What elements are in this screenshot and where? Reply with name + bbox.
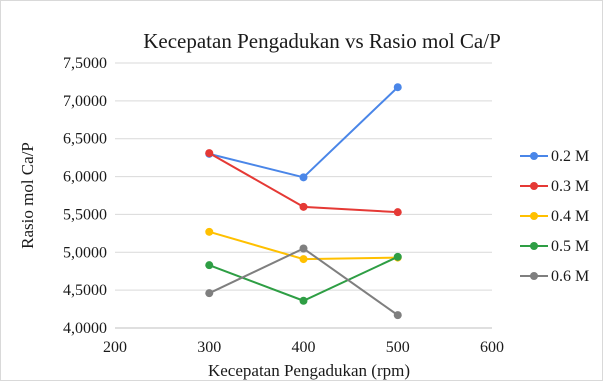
y-tick-label: 4,5000: [63, 282, 107, 299]
data-point: [393, 83, 402, 92]
legend-label: 0.3 M: [551, 178, 589, 195]
x-tick-label: 600: [480, 339, 504, 356]
data-point: [393, 311, 402, 320]
legend-label: 0.2 M: [551, 148, 589, 165]
legend-marker: [530, 242, 538, 250]
legend-marker: [530, 212, 538, 220]
data-point: [205, 261, 214, 270]
y-tick-label: 7,5000: [63, 55, 107, 72]
gridlines: [115, 62, 492, 291]
x-tick-label: 300: [197, 339, 221, 356]
data-point: [205, 149, 214, 158]
data-point: [205, 227, 214, 236]
x-tick-label: 400: [292, 339, 316, 356]
legend-label: 0.5 M: [551, 238, 589, 255]
chart-title: Kecepatan Pengadukan vs Rasio mol Ca/P: [143, 29, 501, 53]
legend-marker: [530, 272, 538, 280]
data-point: [299, 244, 308, 253]
data-point: [393, 208, 402, 217]
data-point: [299, 202, 308, 211]
y-axis-label: Rasio mol Ca/P: [18, 142, 37, 249]
y-tick-label: 5,5000: [63, 206, 107, 223]
data-point: [299, 173, 308, 182]
legend-label: 0.6 M: [551, 268, 589, 285]
y-tick-label: 4,0000: [63, 320, 107, 337]
y-tick-label: 6,5000: [63, 131, 107, 148]
y-axis-ticks: 4,0000 4,5000 5,0000 5,5000 6,0000 6,5000 7,00…: [63, 55, 107, 337]
legend-label: 0.4 M: [551, 208, 589, 225]
x-axis-label: Kecepatan Pengadukan (rpm): [208, 361, 410, 380]
data-point: [205, 289, 214, 298]
data-point: [299, 255, 308, 264]
y-tick-label: 5,0000: [63, 244, 107, 261]
y-tick-label: 7,0000: [63, 93, 107, 110]
y-tick-label: 6,0000: [63, 169, 107, 186]
x-tick-label: 500: [386, 339, 410, 356]
data-point: [299, 296, 308, 305]
data-point: [393, 252, 402, 261]
legend-marker: [530, 182, 538, 190]
legend: 0.2 M 0.3 M 0.4 M 0.5 M 0.6 M: [520, 148, 589, 285]
series-group: [205, 83, 402, 320]
x-axis-ticks: 200 300 400 500 600: [103, 339, 504, 356]
x-tick-label: 200: [103, 339, 127, 356]
legend-marker: [530, 152, 538, 160]
